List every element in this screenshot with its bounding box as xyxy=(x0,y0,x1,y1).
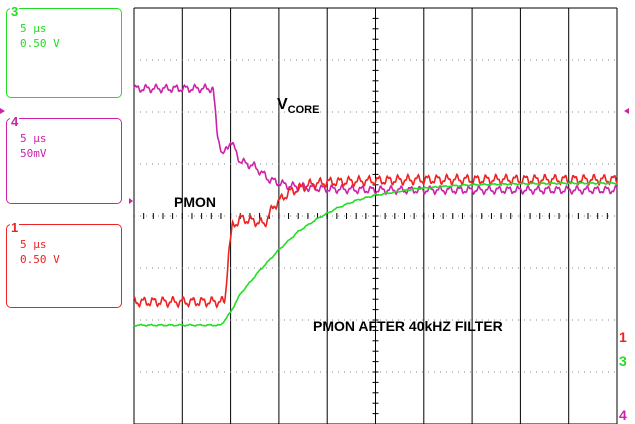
trace-channel-4 xyxy=(133,82,618,196)
channel-1-scale: 0.50 V xyxy=(20,253,60,266)
channel-3-number: 3 xyxy=(10,4,20,19)
channel-4-scale: 50mV xyxy=(20,147,47,160)
channel-4-marker: 4 xyxy=(619,407,627,423)
traces xyxy=(133,82,618,327)
annotation-vcore: VCORE xyxy=(277,96,319,116)
annotation-pmon: PMON xyxy=(174,194,216,210)
channel-3-timebase: 5 µs xyxy=(20,22,47,35)
channel-3-scale: 0.50 V xyxy=(20,37,60,50)
trace-channel-1 xyxy=(133,172,618,309)
trigger-marker-left xyxy=(0,108,5,114)
channel-1-number: 1 xyxy=(10,220,20,235)
trigger-marker-left-2 xyxy=(129,198,133,204)
channel-1-timebase: 5 µs xyxy=(20,238,47,251)
annotation-pmon-filtered: PMON AFTER 40kHZ FILTER xyxy=(313,318,503,334)
channel-4-timebase: 5 µs xyxy=(20,132,47,145)
channel-4-number: 4 xyxy=(10,114,20,129)
channel-1-settings[interactable]: 1 5 µs 0.50 V xyxy=(6,220,122,308)
channel-1-marker: 1 xyxy=(619,329,627,345)
channel-4-settings[interactable]: 4 5 µs 50mV xyxy=(6,114,122,204)
trigger-marker-right xyxy=(624,108,629,114)
channel-3-settings[interactable]: 3 5 µs 0.50 V xyxy=(6,4,122,98)
graticule xyxy=(133,7,618,424)
trace-channel-3 xyxy=(133,181,618,327)
channel-3-marker: 3 xyxy=(619,353,627,369)
